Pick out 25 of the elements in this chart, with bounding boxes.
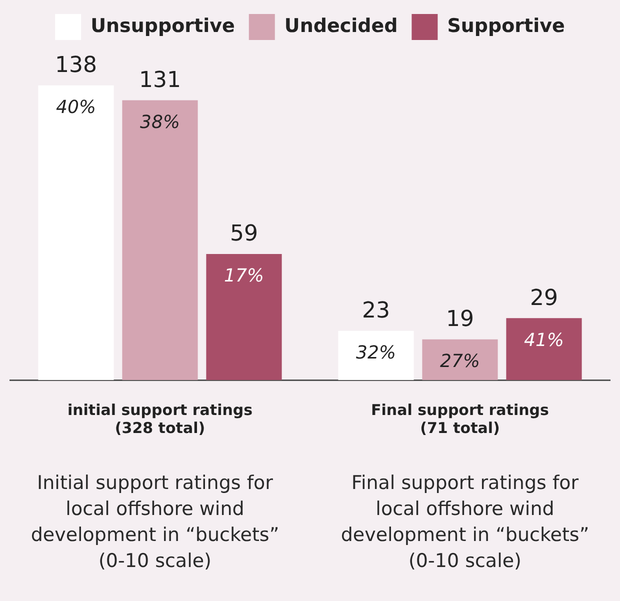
- x-tick-label: initial support ratings (328 total): [67, 400, 253, 437]
- bar: [506, 318, 582, 380]
- annotation: 40%: [56, 97, 96, 118]
- annotation: 38%: [140, 112, 180, 133]
- legend-label: Unsupportive: [90, 14, 235, 37]
- data-label: 138: [55, 53, 97, 78]
- bar: [338, 330, 414, 380]
- legend-label: Supportive: [447, 14, 565, 37]
- data-label: 19: [446, 307, 474, 332]
- data-label: 131: [139, 68, 181, 94]
- bar: [122, 100, 198, 380]
- text: Final support ratings for local offshore wind development in “buckets” (0-10 scale): [340, 471, 590, 574]
- data-label: 59: [230, 222, 258, 247]
- bar: [38, 85, 114, 380]
- annotation: 41%: [524, 330, 564, 351]
- data-label: 23: [362, 298, 390, 324]
- x-tick-label: Final support ratings (71 total): [371, 400, 550, 437]
- bar: [206, 254, 282, 380]
- data-label: 29: [530, 286, 558, 311]
- legend-label: Undecided: [284, 14, 398, 37]
- annotation: 17%: [224, 266, 264, 287]
- bar: [422, 339, 498, 380]
- annotation: 32%: [356, 342, 396, 364]
- text: Initial support ratings for local offshore wind development in “buckets” (0-10 scale): [30, 471, 280, 574]
- annotation: 27%: [440, 351, 480, 372]
